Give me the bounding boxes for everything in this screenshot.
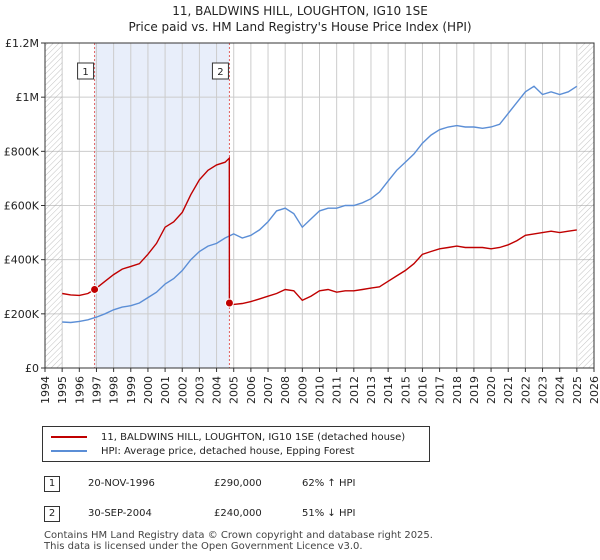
legend-label-property: 11, BALDWINS HILL, LOUGHTON, IG10 1SE (d… [101,431,406,443]
x-tick-label: 2019 [468,376,481,404]
no-data-hatch-right [578,43,594,368]
x-tick-label: 2024 [554,376,567,404]
x-tick-label: 2001 [159,376,172,404]
y-tick-label: £1M [16,91,40,104]
x-tick-label: 2004 [211,376,224,404]
legend-item-property: 11, BALDWINS HILL, LOUGHTON, IG10 1SE (d… [51,430,405,444]
y-tick-label: £200K [4,308,40,321]
transaction-marker-label: 1 [82,67,88,78]
no-data-hatch-left [45,43,63,368]
x-tick-label: 2026 [588,376,600,404]
x-tick-label: 2000 [142,376,155,404]
legend-label-hpi: HPI: Average price, detached house, Eppi… [101,445,355,457]
y-tick-label: £1.2M [5,37,39,50]
x-tick-label: 2009 [296,376,309,404]
y-tick-label: £0 [25,362,39,375]
chart-subtitle: Price paid vs. HM Land Registry's House … [128,20,472,34]
x-tick-label: 2014 [382,376,395,404]
x-tick-label: 2015 [399,376,412,404]
hpi-line [62,85,578,324]
footer-copyright: Contains HM Land Registry data © Crown c… [44,530,433,541]
y-tick-label: £600K [4,200,40,213]
x-tick-label: 2023 [537,376,550,404]
transaction-point [90,284,100,294]
legend-swatch-hpi [51,450,87,452]
transaction-date: 30-SEP-2004 [88,508,152,519]
x-tick-label: 2025 [571,376,584,404]
transaction-hpi-diff: 51% ↓ HPI [302,508,356,519]
footer: Contains HM Land Registry data © Crown c… [44,530,433,552]
price-chart: £0 £200K £400K £600K £800K £1M £1.2M 1994 1995 19… [4,37,600,404]
transaction-hpi-diff: 62% ↑ HPI [302,478,356,489]
y-tick-label: £800K [4,145,40,158]
x-tick-label: 1995 [56,376,69,404]
chart-title: 11, BALDWINS HILL, LOUGHTON, IG10 1SE [172,4,428,18]
legend: 11, BALDWINS HILL, LOUGHTON, IG10 1SE (d… [42,426,430,462]
x-tick-label: 2016 [416,376,429,404]
x-tick-label: 2018 [451,376,464,404]
property-price-line [62,156,577,306]
legend-swatch-property [51,436,87,438]
x-tick-label: 1996 [73,376,86,404]
transaction-number: 1 [44,476,60,492]
legend-item-hpi: HPI: Average price, detached house, Eppi… [51,444,354,458]
transaction-number: 2 [44,506,60,522]
transaction-marker-box [77,62,95,80]
x-tick-label: 1997 [90,376,103,404]
transaction-price: £290,000 [214,478,262,489]
x-tick-label: 2005 [228,376,241,404]
x-tick-label: 2002 [176,376,189,404]
x-tick-label: 2003 [193,376,206,404]
x-tick-label: 2022 [519,376,532,404]
x-tick-label: 1994 [39,376,52,404]
x-tick-label: 2012 [348,376,361,404]
transaction-date: 20-NOV-1996 [88,478,155,489]
x-tick-label: 2011 [331,376,344,404]
x-tick-label: 2007 [262,376,275,404]
transaction-marker-box [211,62,229,80]
x-tick-label: 2006 [245,376,258,404]
transaction-point [224,298,234,308]
footer-license: This data is licensed under the Open Gov… [44,541,363,552]
x-tick-label: 2020 [485,376,498,404]
x-tick-label: 1998 [108,376,121,404]
transaction-marker-label: 2 [217,67,223,78]
x-tick-label: 2013 [365,376,378,404]
x-tick-label: 2017 [434,376,447,404]
x-tick-label: 2008 [279,376,292,404]
transaction-price: £240,000 [214,508,262,519]
x-tick-label: 1999 [125,376,138,404]
x-tick-label: 2021 [502,376,515,404]
x-tick-label: 2010 [314,376,327,404]
y-tick-label: £400K [4,254,40,267]
